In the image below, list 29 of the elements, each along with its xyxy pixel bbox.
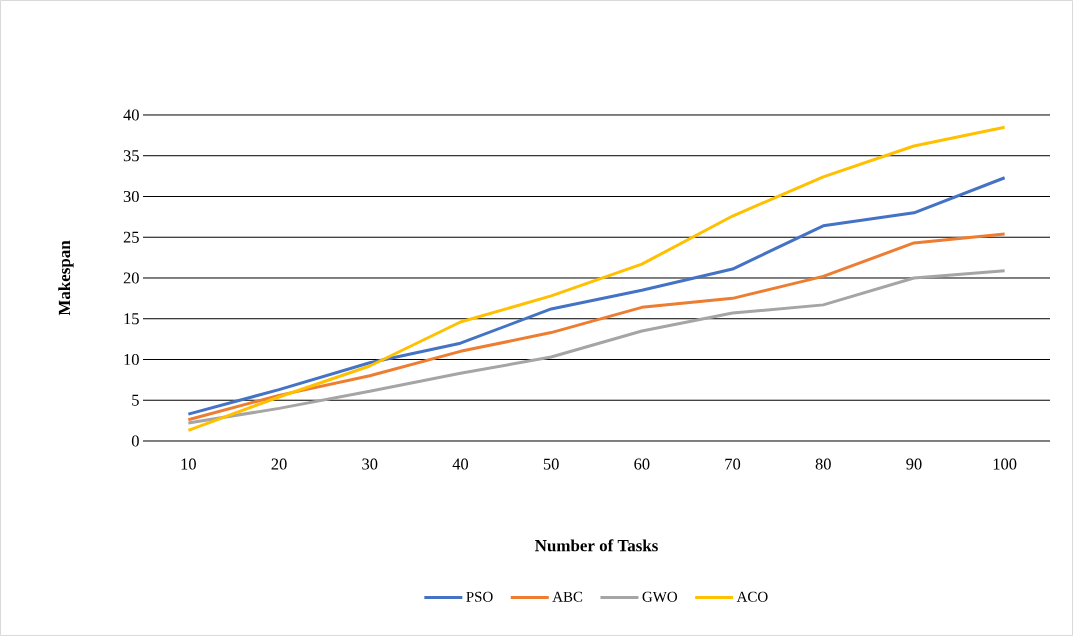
y-tick-label: 10 [124, 353, 139, 366]
x-tick-label: 40 [452, 458, 469, 470]
y-tick-label: 20 [123, 272, 139, 284]
legend-label: ABC [552, 591, 583, 602]
legend-label: ACO [736, 591, 768, 602]
x-tick-label: 50 [543, 458, 559, 470]
line-series [186, 176, 1007, 416]
x-axis-title: Number of Tasks [535, 539, 658, 552]
y-tick-label: 30 [123, 190, 139, 203]
x-tick-label: 80 [815, 458, 831, 470]
legend-label: GWO [642, 591, 678, 602]
x-tick-label: 20 [271, 458, 287, 470]
x-tick-label: 30 [362, 458, 378, 470]
y-tick-label: 35 [123, 150, 139, 162]
x-tick-label: 10 [181, 458, 196, 470]
line-series [186, 269, 1007, 425]
x-tick-label: 60 [634, 458, 650, 470]
line-series [186, 232, 1007, 422]
x-tick-label: 90 [906, 458, 922, 470]
y-tick-label: 40 [123, 109, 139, 121]
y-tick-label: 0 [131, 435, 139, 447]
line-series [186, 125, 1007, 432]
legend-label: PSO [466, 591, 493, 602]
x-tick-label: 100 [993, 458, 1017, 470]
x-tick-label: 70 [725, 458, 741, 470]
y-tick-label: 5 [132, 394, 139, 406]
y-tick-label: 15 [124, 313, 139, 325]
y-axis-title: Makespan [58, 240, 74, 316]
y-tick-label: 25 [123, 231, 139, 243]
